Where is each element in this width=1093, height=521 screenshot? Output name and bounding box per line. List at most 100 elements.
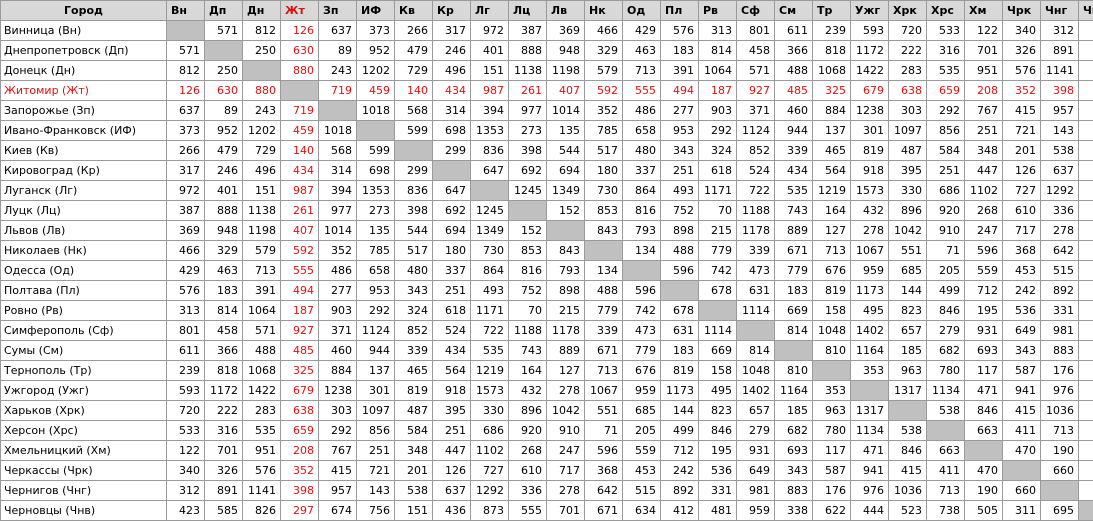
distance-cell: 535 [927,61,965,81]
distance-cell: 599 [357,141,395,161]
distance-cell: 1202 [243,121,281,141]
distance-cell: 394 [471,101,509,121]
distance-cell: 559 [623,441,661,461]
distance-cell: 466 [585,21,623,41]
distance-cell: 353 [813,381,851,401]
distance-cell: 317 [167,161,205,181]
distance-cell: 488 [661,241,699,261]
distance-cell: 158 [813,301,851,321]
distance-cell: 246 [433,41,471,61]
distance-cell: 453 [1003,261,1041,281]
distance-cell: 190 [965,481,1003,501]
distance-cell: 647 [433,181,471,201]
distance-cell: 505 [965,501,1003,521]
distance-cell: 473 [623,321,661,341]
distance-cell: 243 [243,101,281,121]
distance-cell: 701 [1079,221,1093,241]
city-name: Ровно (Рв) [1,301,167,321]
distance-cell: 338 [1079,341,1093,361]
distance-cell: 953 [357,281,395,301]
distance-cell: 243 [319,61,357,81]
distance-cell: 889 [547,341,585,361]
distance-cell: 729 [243,141,281,161]
distance-cell: 1036 [889,481,927,501]
distance-cell: 1198 [243,221,281,241]
distance-cell: 465 [813,141,851,161]
distance-cell: 326 [205,461,243,481]
distance-cell: 631 [737,281,775,301]
distance-cell: 818 [813,41,851,61]
distance-cell: 458 [205,321,243,341]
city-name: Луганск (Лг) [1,181,167,201]
distance-cell: 487 [395,401,433,421]
distance-cell: 134 [623,241,661,261]
distance-cell: 671 [585,501,623,521]
distance-cell: 823 [699,401,737,421]
distance-cell: 373 [167,121,205,141]
column-header: Лц [509,1,547,21]
city-name: Черновцы (Чнв) [1,501,167,521]
distance-cell: 622 [1079,361,1093,381]
distance-cell: 674 [1079,101,1093,121]
distance-cell: 801 [737,21,775,41]
distance-cell: 1402 [737,381,775,401]
distance-cell: 963 [889,361,927,381]
distance-cell: 660 [1003,481,1041,501]
distance-cell: 277 [661,101,699,121]
distance-cell: 810 [775,361,813,381]
distance-cell: 779 [585,301,623,321]
distance-cell: 712 [965,281,1003,301]
distance-cell: 470 [1003,441,1041,461]
distance-cell: 663 [927,441,965,461]
distance-cell: 587 [1003,361,1041,381]
distance-cell: 785 [585,121,623,141]
distance-cell: 564 [813,161,851,181]
distance-cell: 343 [661,141,699,161]
distance-cell: 292 [319,421,357,441]
distance-cell: 1317 [851,401,889,421]
distance-cell: 283 [243,401,281,421]
distance-cell: 151 [471,61,509,81]
distance-cell: 1573 [471,381,509,401]
distance-cell: 480 [395,261,433,281]
distance-cell: 458 [737,41,775,61]
distance-cell: 325 [813,81,851,101]
distance-cell: 251 [357,441,395,461]
distance-cell: 444 [851,501,889,521]
distance-cell: 460 [775,101,813,121]
distance-cell: 329 [205,241,243,261]
distance-cell: 1353 [471,121,509,141]
distance-cell: 694 [547,161,585,181]
column-header: Жт [281,1,319,21]
city-name: Полтава (Пл) [1,281,167,301]
city-name: Запорожье (Зп) [1,101,167,121]
distance-cell: 596 [585,441,623,461]
distance-cell: 846 [889,441,927,461]
distance-cell: 816 [509,261,547,281]
distance-cell: 977 [509,101,547,121]
distance-cell: 71 [585,421,623,441]
distance-cell: 301 [851,121,889,141]
distance-cell: 239 [813,21,851,41]
distance-cell: 814 [205,301,243,321]
distance-cell: 183 [775,281,813,301]
distance-cell: 637 [1041,161,1079,181]
distance-cell: 976 [851,481,889,501]
distance-cell: 447 [965,161,1003,181]
column-header: Хрк [889,1,927,21]
distance-cell: 722 [737,181,775,201]
column-header: Од [623,1,661,21]
distance-cell: 117 [965,361,1003,381]
distance-cell: 717 [547,461,585,481]
distance-cell: 494 [281,281,319,301]
distance-cell: 888 [509,41,547,61]
distance-cell: 343 [395,281,433,301]
distance-cell: 903 [699,101,737,121]
distance-cell: 630 [205,81,243,101]
distance-cell: 1349 [471,221,509,241]
distance-cell: 215 [547,301,585,321]
